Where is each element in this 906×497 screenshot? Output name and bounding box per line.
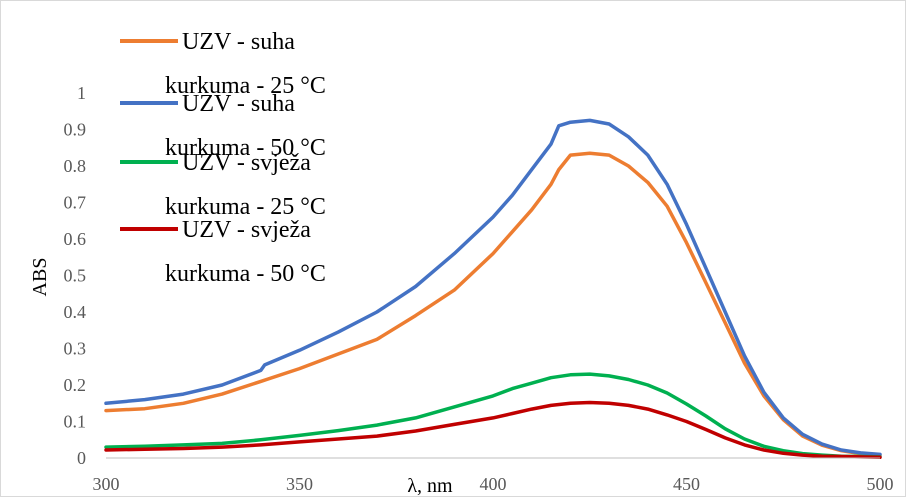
legend-label: UZV - suha — [182, 91, 295, 117]
x-tick-label: 350 — [286, 474, 313, 494]
x-tick-label: 500 — [867, 474, 894, 494]
x-tick-label: 300 — [93, 474, 120, 494]
y-tick-label: 0.9 — [64, 120, 87, 140]
series-line-2 — [104, 372, 882, 459]
legend-label: kurkuma - 50 °C — [165, 135, 326, 161]
y-tick-label: 0.5 — [64, 266, 87, 286]
x-axis-title: λ, nm — [407, 475, 453, 497]
series-line-3 — [104, 400, 882, 460]
y-tick-label: 0.7 — [64, 193, 87, 213]
legend-label: UZV - svježa — [182, 217, 311, 243]
plot-area — [104, 118, 882, 460]
legend-entry-3: UZV - svježa kurkuma - 50 °C — [120, 217, 326, 287]
y-axis-title: ABS — [29, 258, 51, 297]
y-tick-label: 0.4 — [64, 302, 87, 322]
x-axis-tick-labels: 300 350 400 450 500 — [93, 474, 894, 494]
legend-entry-2: UZV - svježa kurkuma - 25 °C — [120, 150, 326, 220]
y-tick-label: 0.3 — [64, 339, 87, 359]
series-lines — [104, 118, 882, 460]
series-line-1 — [104, 118, 882, 457]
legend-label: kurkuma - 50 °C — [165, 261, 326, 287]
legend-entry-1: UZV - suha kurkuma - 50 °C — [120, 91, 326, 161]
y-tick-label: 0.2 — [64, 375, 87, 395]
x-tick-label: 450 — [673, 474, 700, 494]
legend-label: UZV - svježa — [182, 150, 311, 176]
x-tick-label: 400 — [480, 474, 507, 494]
y-tick-label: 0.1 — [64, 412, 87, 432]
legend-label: kurkuma - 25 °C — [165, 73, 326, 99]
y-tick-label: 1 — [77, 83, 86, 103]
y-axis-tick-labels: 0 0.1 0.2 0.3 0.4 0.5 0.6 0.7 0.8 0.9 1 — [64, 83, 87, 468]
y-tick-label: 0.8 — [64, 156, 87, 176]
legend-label: kurkuma - 25 °C — [165, 194, 326, 220]
y-tick-label: 0.6 — [64, 229, 87, 249]
legend-entry-0: UZV - suha kurkuma - 25 °C — [120, 29, 326, 99]
y-tick-label: 0 — [77, 448, 86, 468]
legend-label: UZV - suha — [182, 29, 295, 55]
